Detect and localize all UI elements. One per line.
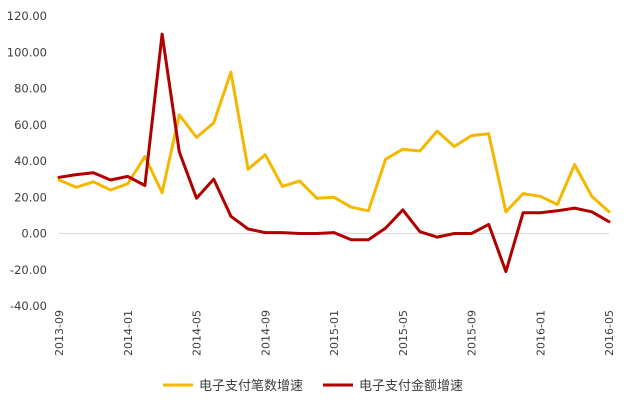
- y-tick-label: -20.00: [10, 263, 47, 277]
- legend: 电子支付笔数增速 电子支付金额增速: [163, 378, 463, 394]
- legend-label-1: 电子支付笔数增速: [199, 378, 303, 394]
- x-tick-label: 2015-09: [466, 310, 479, 356]
- x-tick-label: 2014-01: [122, 310, 135, 356]
- x-tick-label: 2014-09: [259, 310, 272, 356]
- series-line-2: [57, 32, 611, 274]
- x-axis-labels: 2013-09 2014-01 2014-05 2014-09 2015-01 2015-…: [53, 310, 616, 356]
- x-tick-label: 2014-05: [191, 310, 204, 356]
- series-lines: [57, 32, 611, 274]
- x-tick-label: 2015-05: [397, 310, 410, 356]
- x-tick-label: 2013-09: [53, 310, 66, 356]
- x-tick-label: 2016-01: [534, 310, 547, 356]
- x-tick-label: 2016-05: [603, 310, 616, 356]
- y-tick-label: 40.00: [14, 154, 47, 168]
- y-tick-label: 20.00: [14, 190, 47, 204]
- y-axis-labels: -40.00 -20.00 0.00 20.00 40.00 60.00 80.00 100.…: [7, 9, 47, 313]
- y-tick-label: 120.00: [7, 9, 47, 23]
- y-tick-label: 60.00: [14, 118, 47, 132]
- y-tick-label: -40.00: [10, 299, 47, 313]
- y-tick-label: 80.00: [14, 82, 47, 96]
- y-tick-label: 100.00: [7, 45, 47, 59]
- x-tick-label: 2015-01: [328, 310, 341, 356]
- legend-label-2: 电子支付金额增速: [359, 378, 463, 394]
- y-tick-label: 0.00: [21, 227, 47, 241]
- series-line-1: [57, 70, 611, 214]
